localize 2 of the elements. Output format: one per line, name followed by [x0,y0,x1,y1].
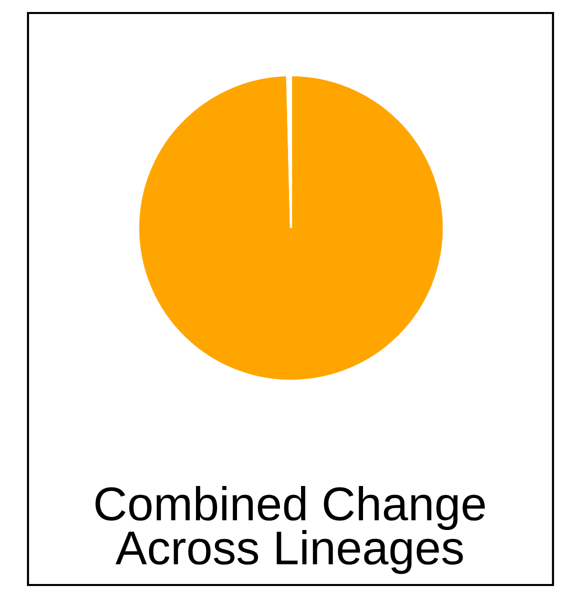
text: Combined Change Across Lineages [96,486,485,574]
pie-slice [137,74,445,382]
